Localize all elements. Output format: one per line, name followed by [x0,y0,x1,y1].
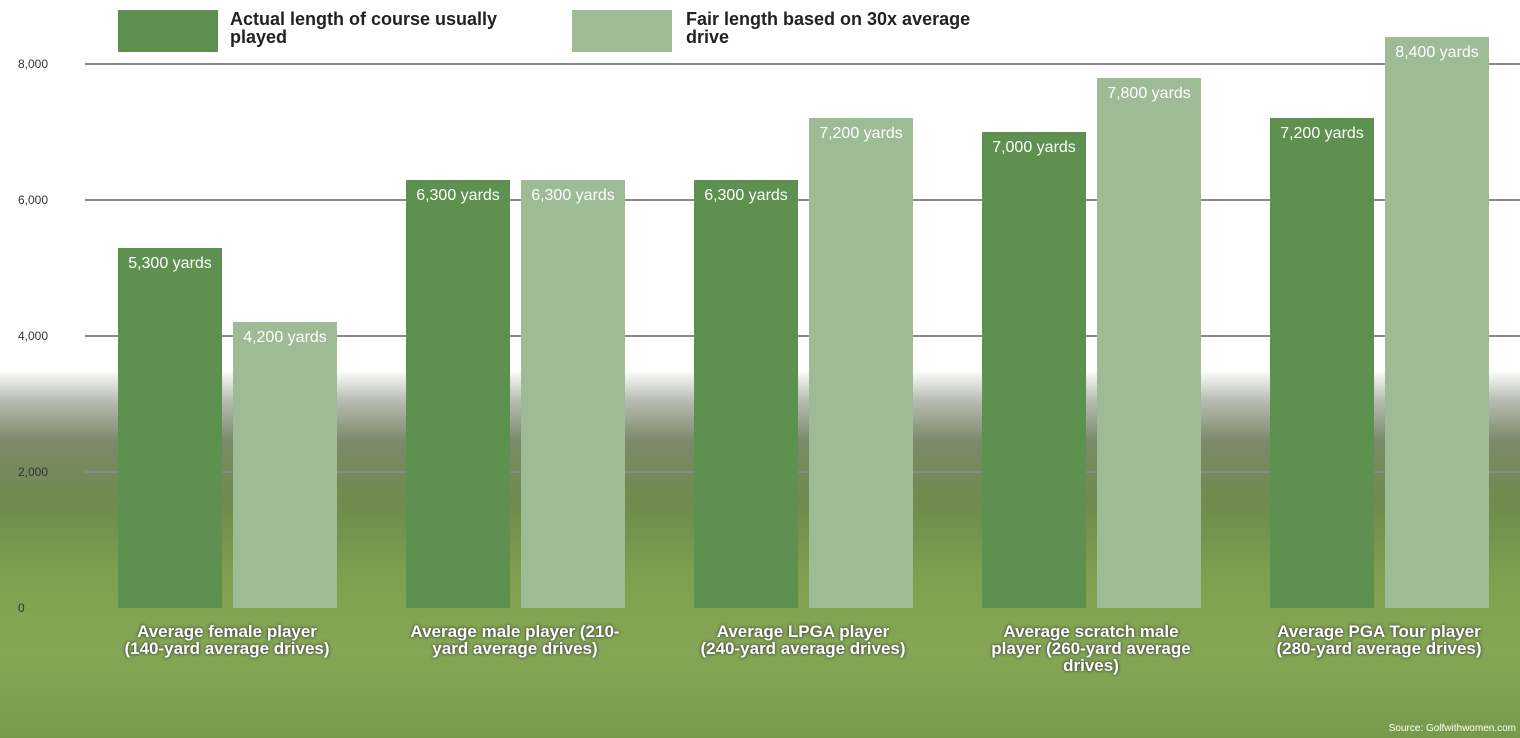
source: Source: Golfwithwomen.com [1388,723,1516,734]
bar [694,179,798,608]
grid-line [85,199,1520,201]
bar [406,179,510,608]
bar [1270,118,1374,608]
legend-label: Actual length of course usually played [230,9,498,47]
bar [1385,36,1489,608]
bar [233,322,337,608]
bar [809,118,913,608]
grid-line [85,471,1520,473]
bar [1097,77,1201,608]
y-tick-label: 8,000 [18,57,49,71]
bar [118,247,222,608]
bar [982,132,1086,608]
value-label: 7,800 yards [1107,84,1191,102]
y-tick-label: 0 [18,601,25,615]
value-label: 6,300 yards [531,186,615,204]
grid-line [85,335,1520,337]
value-label: 6,300 yards [704,186,788,204]
value-label: 4,200 yards [243,329,327,347]
value-label: 8,400 yards [1395,43,1479,61]
grid-line [85,63,1520,65]
value-label: 6,300 yards [416,186,500,204]
value-label: 7,000 yards [992,139,1076,156]
x-tick-label: Average male player (210-yard average dr… [410,622,620,658]
legend-label: Fair length based on 30x average drive [686,9,971,47]
bar [521,179,625,608]
value-label: 7,200 yards [1280,125,1364,143]
x-tick-label: Average female player (140-yard average … [124,622,330,658]
x-tick-label: Average PGA Tour player (280-yard averag… [1276,622,1482,658]
legend-swatch [572,10,672,52]
value-label: 7,200 yards [819,125,903,143]
x-tick-label: Average LPGA player (240-yard average dr… [700,622,906,658]
value-label: 5,300 yards [128,254,212,272]
y-tick-label: 2,000 [18,465,49,479]
x-tick-label: Average scratch male player (260-yard av… [991,622,1191,675]
y-tick-label: 6,000 [18,193,49,207]
legend-swatch [118,10,218,52]
y-tick-label: 4,000 [18,329,49,343]
